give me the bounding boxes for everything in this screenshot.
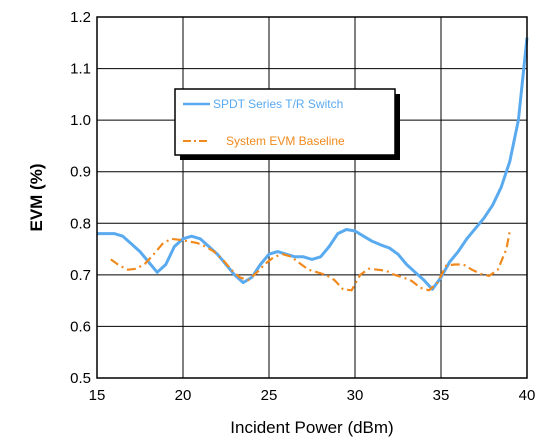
y-tick-label: 1.2	[70, 9, 91, 26]
legend-label-baseline: System EVM Baseline	[226, 134, 345, 148]
y-tick-label: 0.6	[70, 318, 91, 335]
plot-frame	[96, 16, 528, 379]
x-tick-label: 30	[347, 387, 364, 404]
y-tick-label: 1.1	[70, 61, 91, 78]
x-tick-label: 35	[433, 387, 450, 404]
y-tick-label: 0.9	[70, 164, 91, 181]
y-axis-title: EVM (%)	[27, 164, 46, 232]
x-axis-title: Incident Power (dBm)	[230, 418, 393, 437]
legend-box	[174, 88, 396, 156]
y-tick-label: 0.8	[70, 215, 91, 232]
y-tick-label: 0.5	[70, 370, 91, 387]
y-tick-label: 1.0	[70, 112, 91, 129]
series-line-switch	[97, 37, 529, 291]
series-line-baseline	[110, 230, 511, 292]
y-tick-label: 0.7	[70, 267, 91, 284]
x-tick-label: 20	[175, 387, 192, 404]
x-tick-label: 15	[89, 387, 106, 404]
x-tick-labels: 15 20 25 30 35 40	[89, 387, 536, 404]
y-tick-labels: 0.5 0.6 0.7 0.8 0.9 1.0 1.1 1.2	[70, 9, 91, 387]
legend: SPDT Series T/R Switch System EVM Baseli…	[174, 88, 400, 160]
series-lines	[97, 37, 529, 292]
x-tick-label: 40	[519, 387, 536, 404]
x-tick-label: 25	[261, 387, 278, 404]
grid-lines	[96, 16, 528, 379]
legend-label-switch: SPDT Series T/R Switch	[213, 97, 343, 111]
